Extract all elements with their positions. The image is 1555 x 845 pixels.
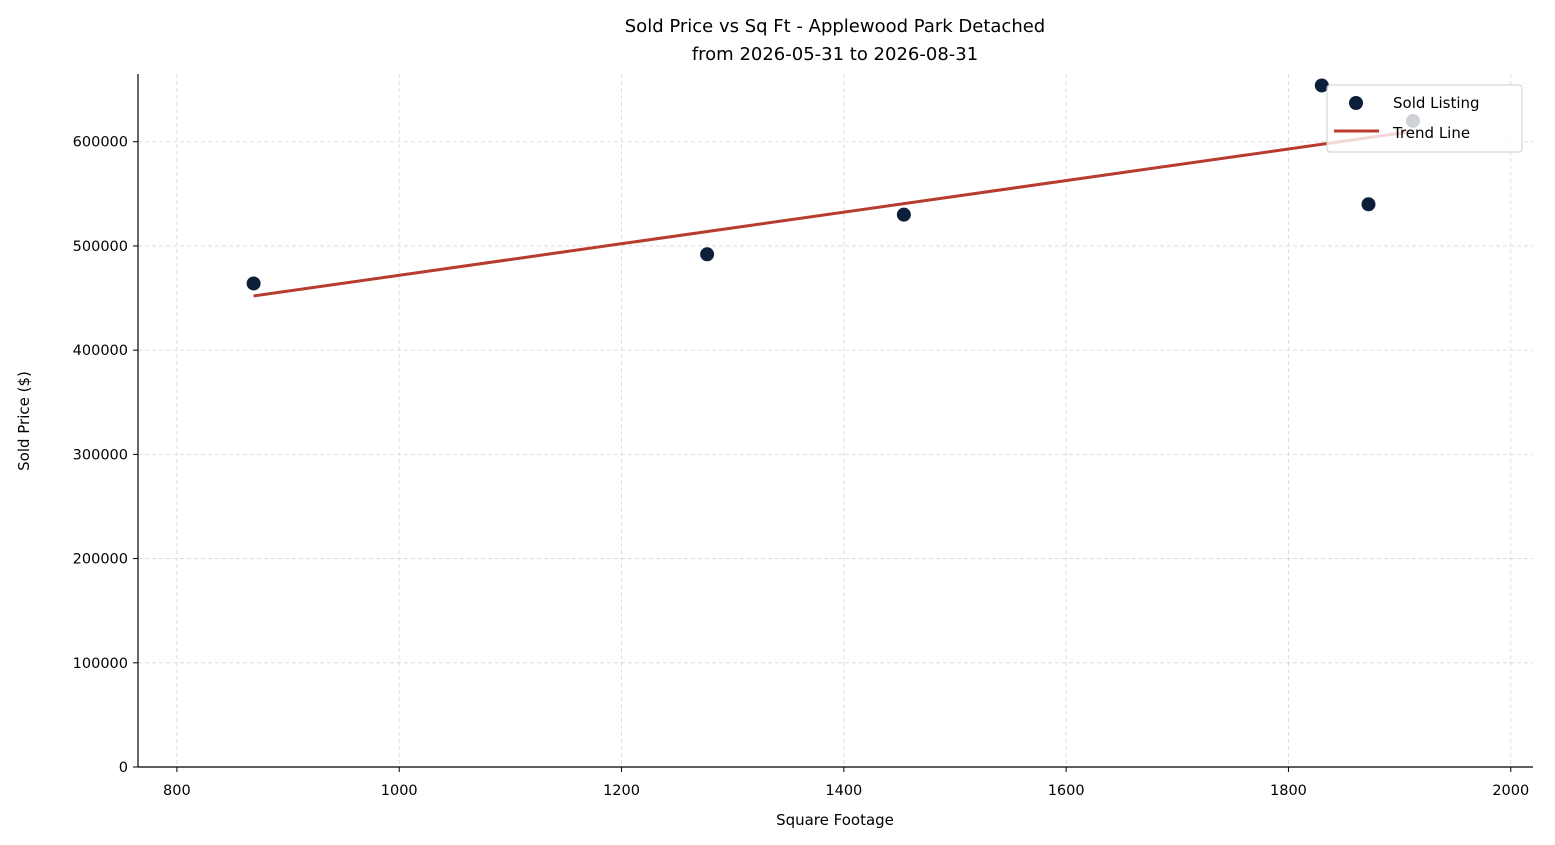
y-axis-title: Sold Price ($) — [15, 371, 33, 471]
legend-label-sold-listing: Sold Listing — [1393, 94, 1480, 112]
axes — [137, 74, 1533, 768]
legend-marker-sold-listing — [1349, 96, 1363, 110]
x-tick-label: 1800 — [1270, 783, 1307, 799]
sold-listing-point — [1361, 197, 1376, 212]
sold-listing-point — [1314, 78, 1329, 93]
sold-listing-point — [246, 276, 261, 291]
y-tick-label: 100000 — [73, 656, 128, 672]
x-tick-label: 2000 — [1492, 783, 1529, 799]
x-tick-label: 1000 — [381, 783, 418, 799]
ticks: 800 1000 1200 1400 1600 1800 2000 0 100000 200000… — [73, 135, 1530, 799]
x-tick-label: 1200 — [603, 783, 640, 799]
legend: Sold Listing Trend Line — [1326, 84, 1523, 153]
y-tick-label: 300000 — [73, 447, 128, 463]
trend-line-layer — [253, 129, 1414, 298]
x-axis-title: Square Footage — [776, 811, 894, 829]
x-tick-label: 1600 — [1048, 783, 1085, 799]
y-tick-label: 400000 — [73, 343, 128, 359]
y-tick-label: 0 — [119, 760, 128, 776]
chart-subtitle: from 2026-05-31 to 2026-08-31 — [692, 44, 978, 65]
legend-label-trend-line: Trend Line — [1392, 124, 1470, 142]
y-tick-label: 500000 — [73, 239, 128, 255]
x-tick-label: 800 — [163, 783, 191, 799]
y-tick-label: 600000 — [73, 135, 128, 151]
sold-listing-point — [700, 247, 715, 262]
x-tick-label: 1400 — [825, 783, 862, 799]
chart-title: Sold Price vs Sq Ft - Applewood Park Det… — [625, 16, 1045, 37]
y-tick-label: 200000 — [73, 552, 128, 568]
trend-line — [253, 129, 1414, 298]
legend-box — [1326, 84, 1523, 153]
points-layer — [246, 78, 1420, 291]
sold-listing-point — [896, 207, 911, 222]
grid — [138, 74, 1533, 768]
